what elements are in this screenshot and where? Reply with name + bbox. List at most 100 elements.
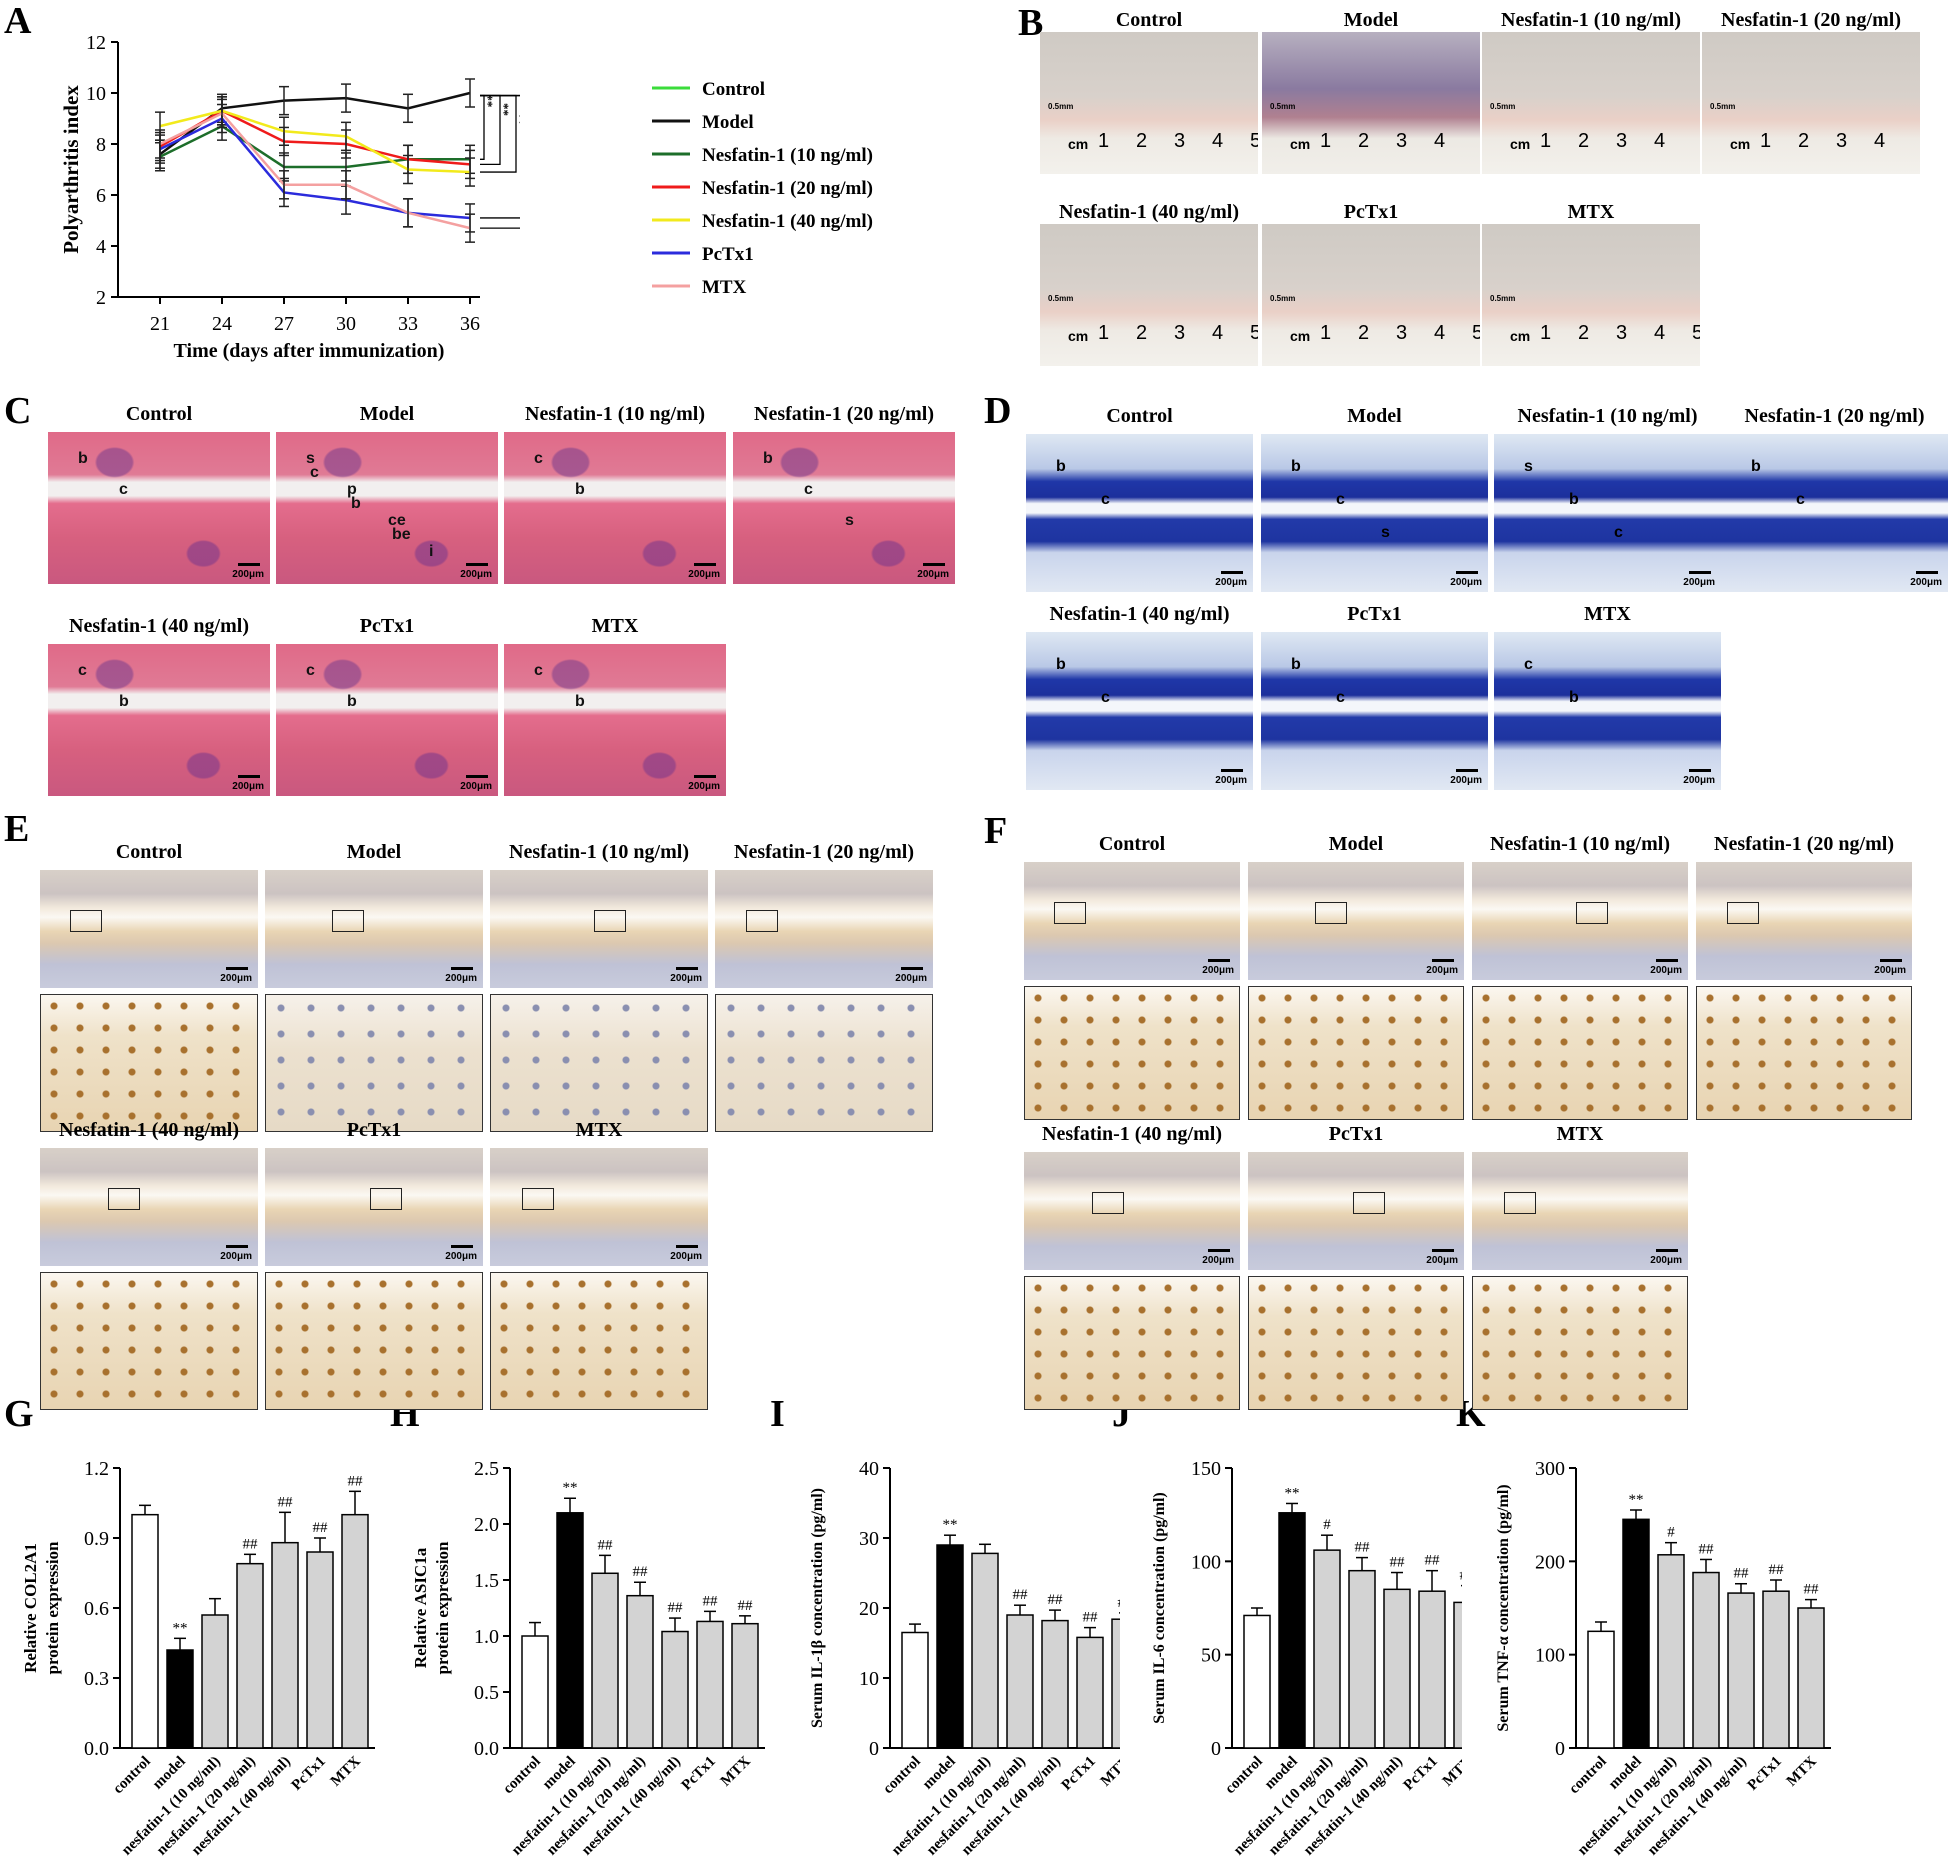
ruler-tick-label: 4 — [1434, 322, 1446, 344]
toluidine-tile: c b 200μm — [1494, 632, 1721, 790]
y-axis-title: Relative ASIC1a — [411, 1547, 430, 1668]
bar-annotation: ## — [1769, 1562, 1785, 1578]
zoom-box — [1092, 1192, 1124, 1214]
ihc-zoom-tile — [40, 994, 258, 1132]
paw-photo: 0.5mm cm 1 2 3 4 5 — [1262, 224, 1480, 366]
x-tick-label: PcTx1 — [289, 1754, 329, 1794]
toluidine-tile: b c 200μm — [1721, 434, 1948, 592]
x-tick-label: 27 — [274, 313, 294, 335]
tile-annotation: b — [763, 450, 773, 467]
bar-annotation: ## — [703, 1593, 719, 1609]
ruler-tick-label: 5 — [1472, 322, 1480, 344]
scale-label: 200μm — [1426, 1255, 1458, 1266]
series-line-nesfatin-1-40-ng-ml- — [159, 109, 471, 174]
legend-label: MTX — [702, 277, 747, 298]
y-tick-label: 0 — [1555, 1738, 1565, 1760]
scale-label: 200μm — [445, 973, 477, 984]
zoom-box — [1504, 1192, 1536, 1214]
bar-pctx1 — [1762, 1590, 1790, 1749]
tnfa-bar-chart: 0 100 200 300 Serum TNF-α concentration (pg/… — [1495, 1458, 1831, 1859]
paw-photo-title: PcTx1 — [1343, 201, 1399, 223]
ruler-tick-label: 2 — [1136, 322, 1148, 344]
ruler-unit: cm — [1730, 136, 1751, 152]
tile-title: MTX — [1556, 1123, 1604, 1145]
bar-annotation: ** — [943, 1517, 958, 1533]
zoom-box — [1576, 902, 1608, 924]
y-tick-label: 2.0 — [474, 1514, 499, 1536]
x-tick-label: MTX — [1784, 1753, 1820, 1789]
paw-photo-title: Nesfatin-1 (40 ng/ml) — [1059, 201, 1239, 223]
tile-annotation: b — [575, 481, 585, 498]
legend-label: Nesfatin-1 (10 ng/ml) — [702, 145, 873, 166]
paw-photo: 0.5mm cm 1 2 3 4 — [1702, 32, 1920, 174]
bar-model — [556, 1512, 584, 1749]
bar-annotation: ## — [278, 1494, 294, 1510]
paw-photo: 0.5mm cm 1 2 3 4 5 — [1040, 224, 1258, 366]
ihc-overview-tile: 200μm — [40, 1148, 258, 1266]
he-tile: b c s 200μm — [733, 432, 955, 584]
tile-annotation: c — [1101, 689, 1110, 706]
ruler-tick-label: 3 — [1174, 130, 1186, 152]
panel-letter-a: A — [4, 0, 32, 42]
ruler-tick-label: 3 — [1396, 322, 1408, 344]
series-line-model — [159, 91, 471, 156]
tile-title: Control — [1106, 405, 1173, 427]
ihc-overview-tile: 200μm — [715, 870, 933, 988]
scale-bar — [1456, 571, 1478, 574]
bar-annotation: ## — [348, 1473, 364, 1489]
y-tick-label: 0 — [1211, 1738, 1221, 1760]
ruler-tick-label: 1 — [1320, 130, 1332, 152]
scale-label: 200μm — [670, 1251, 702, 1262]
y-tick-label: 1.0 — [474, 1626, 499, 1648]
ruler-tick-label: 4 — [1874, 130, 1886, 152]
y-tick-label: 300 — [1535, 1458, 1565, 1480]
y-axis-title: Serum IL-1β concentration (pg/ml) — [809, 1488, 826, 1728]
scale-label: 200μm — [1426, 965, 1458, 976]
scale-label: 200μm — [445, 1251, 477, 1262]
ihc-zoom-tile — [265, 1272, 483, 1410]
asic1a-bar-chart: 0.0 0.5 1.0 1.5 2.0 2.5 Relative ASIC1a protein… — [411, 1458, 765, 1859]
significance-mark: ** — [484, 94, 499, 107]
tile-annotation: ce — [388, 512, 406, 529]
y-tick-label: 2 — [96, 287, 106, 309]
tile-title: Nesfatin-1 (40 ng/ml) — [1042, 1123, 1222, 1145]
bar-annotation: ## — [1118, 1595, 1121, 1611]
col2a1-bar-chart: 0.0 0.3 0.6 0.9 1.2 Relative COL2A1 protein ex… — [21, 1458, 375, 1859]
ruler-tick-label: 4 — [1434, 130, 1446, 152]
tile-title: Nesfatin-1 (40 ng/ml) — [1049, 603, 1230, 625]
scale-bar — [1432, 1249, 1454, 1252]
y-tick-label: 150 — [1191, 1458, 1221, 1480]
toluidine-tile: s b c 200μm — [1494, 434, 1721, 592]
panel-letter-e: E — [4, 808, 30, 850]
zoom-box — [108, 1188, 140, 1210]
tile-annotation: b — [351, 495, 361, 512]
tile-annotation: b — [78, 450, 88, 467]
y-tick-label: 6 — [96, 185, 106, 207]
scale-bar — [1432, 959, 1454, 962]
y-tick-label: 30 — [859, 1528, 879, 1550]
bar-model — [1622, 1518, 1650, 1749]
y-axis-title: Relative COL2A1 — [21, 1543, 40, 1673]
tile-annotation: b — [347, 693, 357, 710]
he-tile: c b 200μm — [48, 644, 270, 796]
toluidine-tile: b c s 200μm — [1261, 434, 1488, 592]
tile-annotation: b — [1056, 656, 1066, 673]
bar-pctx1 — [696, 1620, 724, 1749]
ruler-unit: cm — [1068, 136, 1089, 152]
significance-bracket — [480, 94, 520, 229]
ruler-unit: cm — [1068, 328, 1089, 344]
bar-pctx1 — [1418, 1590, 1446, 1749]
y-tick-label: 0 — [869, 1738, 879, 1760]
y-tick-label: 10 — [86, 83, 106, 105]
bar-control — [1587, 1630, 1615, 1749]
scale-label: 200μm — [460, 569, 492, 580]
bar-nesfatin-1-40-ng-ml- — [1041, 1619, 1069, 1749]
bar-mtx — [1797, 1607, 1825, 1749]
y-tick-label: 8 — [96, 134, 106, 156]
y-tick-label: 10 — [859, 1668, 879, 1690]
bar-nesfatin-1-40-ng-ml- — [661, 1630, 689, 1749]
scale-bar — [694, 775, 716, 778]
ruler-tick-label: 4 — [1212, 130, 1224, 152]
x-axis-title: Time (days after immunization) — [174, 340, 445, 362]
ruler-tick-label: 3 — [1616, 322, 1628, 344]
